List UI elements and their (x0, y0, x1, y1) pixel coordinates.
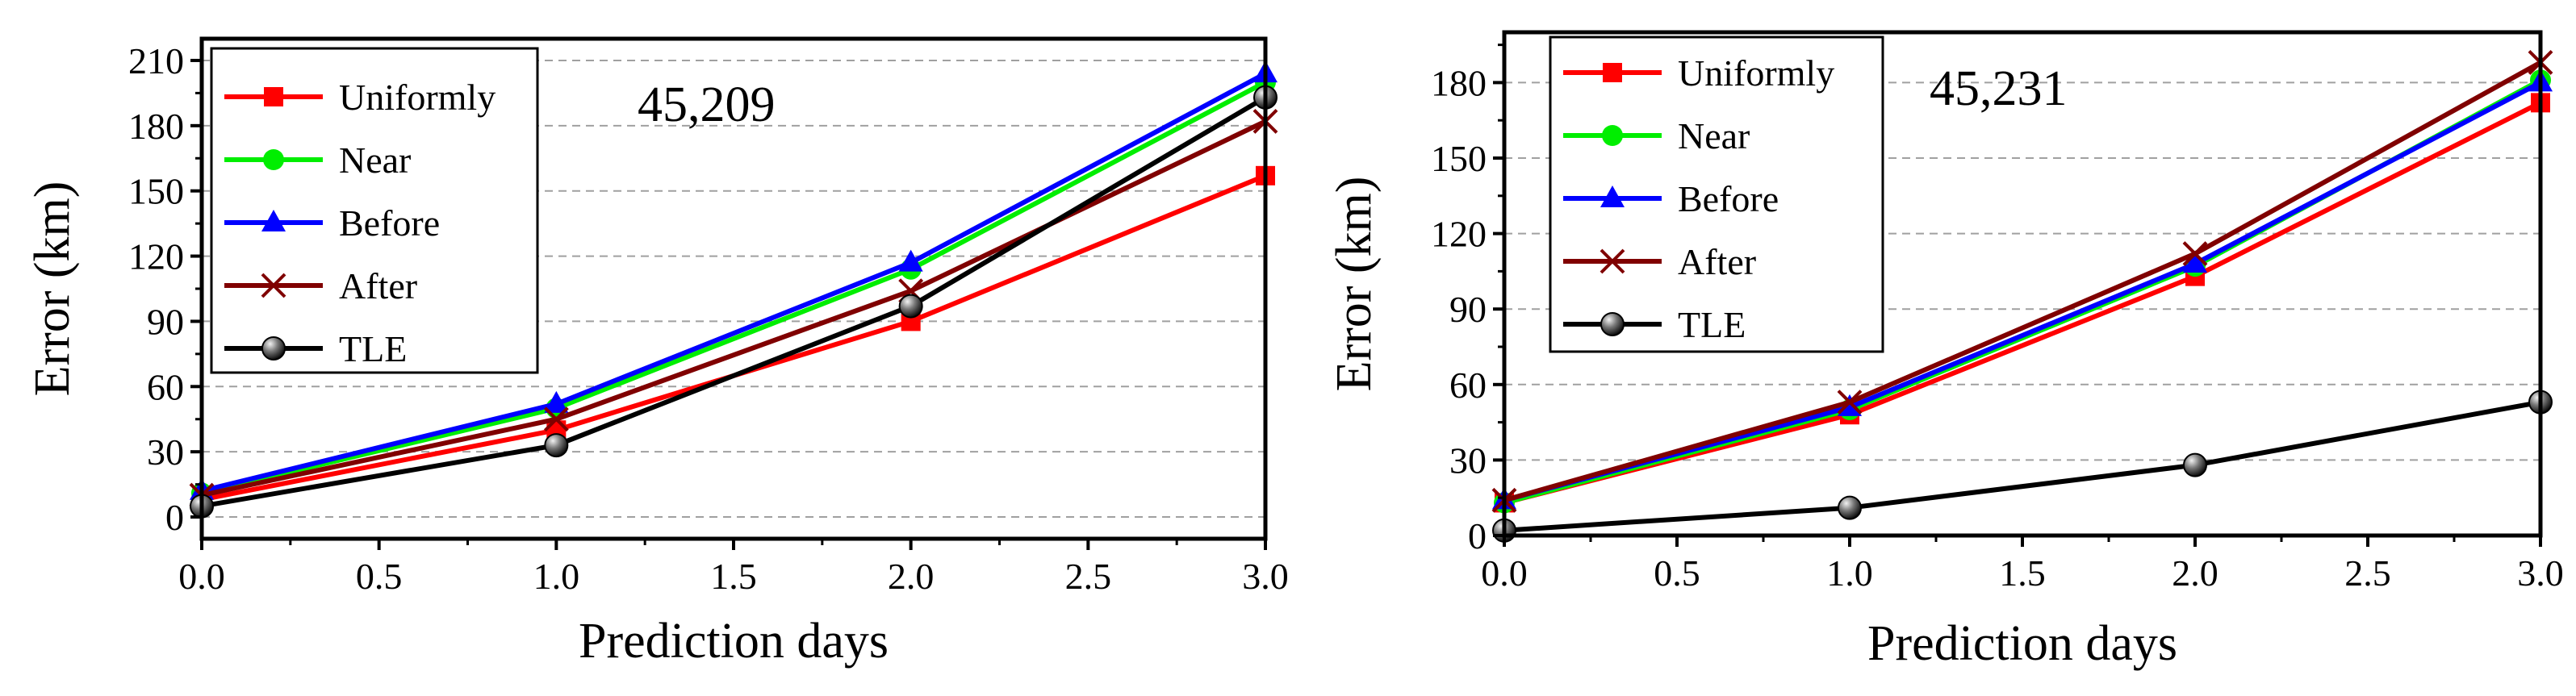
legend-label-left-uniformly: Uniformly (339, 77, 496, 118)
legend-label-right-near: Near (1678, 115, 1750, 156)
legend-marker-right-uniformly (1603, 63, 1622, 82)
series-line-right-uniformly (1503, 100, 2542, 506)
satellite-id-right: 45,231 (1930, 61, 2068, 116)
x-tick-label-right-3: 1.5 (1999, 552, 2046, 594)
x-tick-label-right-0: 0.0 (1481, 552, 1528, 594)
legend-marker-right-after (1600, 248, 1625, 274)
data-point-right-after-2 (2182, 241, 2208, 266)
x-tick-label-left-4: 2.0 (888, 556, 935, 597)
legend-label-right-tle: TLE (1678, 304, 1746, 345)
x-tick-label-right-4: 2.0 (2172, 552, 2218, 594)
data-point-left-tle-1 (544, 433, 569, 458)
legend-marker-left-after (261, 273, 286, 298)
x-tick-label-right-1: 0.5 (1654, 552, 1700, 594)
x-tick-label-right-2: 1.0 (1826, 552, 1873, 594)
data-point-right-tle-1 (1838, 495, 1862, 520)
legend-left: Uniformly Near Before After TLE (210, 47, 539, 374)
series-line-left-after (201, 119, 1267, 498)
legend-label-right-before: Before (1678, 178, 1779, 219)
legend-label-left-tle: TLE (339, 328, 407, 369)
y-tick-label-left-4: 120 (128, 236, 184, 277)
legend-label-right-uniformly: Uniformly (1678, 52, 1834, 94)
legend-marker-left-before (261, 210, 286, 231)
x-tick-label-right-5: 2.5 (2344, 552, 2391, 594)
legend-box-right (1549, 35, 1884, 353)
y-tick-label-left-5: 150 (128, 171, 184, 212)
x-tick-label-left-3: 1.5 (710, 556, 757, 597)
y-tick-label-left-3: 90 (147, 301, 184, 342)
legend-marker-right-before (1600, 185, 1625, 207)
series-line-left-tle (201, 95, 1267, 509)
y-tick-label-right-5: 150 (1431, 138, 1487, 179)
legend-label-right-after: After (1678, 241, 1756, 282)
x-tick-label-left-2: 1.0 (533, 556, 580, 597)
y-tick-label-left-6: 180 (128, 106, 184, 147)
data-point-left-tle-2 (898, 294, 923, 319)
y-tick-label-right-4: 120 (1431, 214, 1487, 255)
x-axis-title-left: Prediction days (579, 614, 889, 669)
series-line-left-near (201, 80, 1267, 496)
x-tick-label-left-5: 2.5 (1065, 556, 1112, 597)
chart-right: 0 30 60 90 120 150 180 0.0 0.5 1.0 1.5 2.0 2.5 3.0 Un… (1327, 30, 2564, 671)
y-tick-label-right-0: 0 (1468, 515, 1487, 556)
x-axis-title-right: Prediction days (1867, 616, 2177, 671)
y-tick-label-left-0: 0 (165, 497, 184, 538)
y-tick-label-right-2: 60 (1449, 365, 1487, 406)
y-axis-title-left: Error (km) (25, 181, 80, 397)
data-point-right-before-1 (1838, 394, 1862, 416)
series-line-right-after (1503, 60, 2542, 503)
legend-label-left-before: Before (339, 202, 440, 244)
y-axis-title-right: Error (km) (1327, 177, 1382, 392)
data-point-left-before-2 (898, 249, 923, 272)
chart-left: 0 30 60 90 120 150 180 210 0.0 0.5 1.0 1.5 2.0 2.5 3.0… (25, 36, 1289, 669)
series-line-right-tle (1503, 399, 2541, 533)
data-point-right-before-2 (2183, 251, 2207, 273)
legend-marker-right-near (1602, 125, 1623, 146)
legend-marker-left-uniformly (264, 87, 283, 106)
data-point-left-before-1 (544, 390, 569, 413)
legend-label-left-after: After (339, 265, 417, 306)
x-tick-label-left-1: 0.5 (356, 556, 403, 597)
y-tick-label-left-7: 210 (128, 40, 184, 81)
y-tick-label-left-1: 30 (147, 431, 184, 473)
legend-marker-left-near (263, 149, 284, 170)
x-tick-label-left-0: 0.0 (178, 556, 225, 597)
data-point-right-tle-2 (2183, 452, 2207, 477)
legend-right: Uniformly Near Before After TLE (1549, 35, 1884, 353)
data-point-right-after-1 (1837, 390, 1863, 415)
legend-marker-left-tle (261, 336, 286, 361)
series-line-left-before (201, 71, 1267, 494)
legend-marker-right-tle (1600, 312, 1625, 336)
y-tick-label-right-6: 180 (1431, 62, 1487, 103)
x-tick-label-left-6: 3.0 (1242, 556, 1289, 597)
satellite-id-left: 45,209 (638, 77, 776, 132)
x-tick-label-right-6: 3.0 (2517, 552, 2564, 594)
data-point-left-after-1 (543, 406, 569, 432)
series-line-right-before (1503, 80, 2542, 503)
legend-label-left-near: Near (339, 140, 411, 181)
y-tick-label-right-1: 30 (1449, 440, 1487, 481)
y-tick-label-right-3: 90 (1449, 289, 1487, 330)
y-tick-label-left-2: 60 (147, 366, 184, 407)
